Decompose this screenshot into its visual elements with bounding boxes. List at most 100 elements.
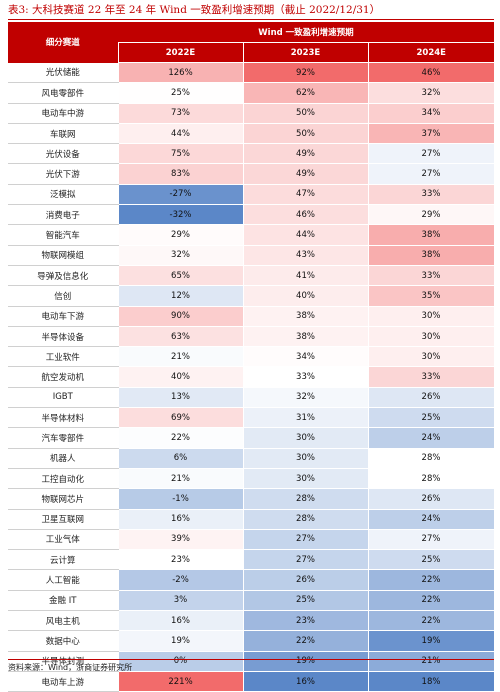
growth-value-2024E: 29% <box>367 204 495 226</box>
growth-value-2024E: 30% <box>367 325 495 348</box>
growth-value-2023E: 32% <box>242 386 369 409</box>
growth-value-2024E: 22% <box>367 610 495 632</box>
growth-value-2022E: 13% <box>117 386 244 409</box>
growth-value-2022E: 3% <box>117 589 244 612</box>
growth-value-2024E: 22% <box>367 589 495 612</box>
growth-value-2022E: 6% <box>117 447 244 469</box>
growth-value-2022E: 16% <box>117 610 244 632</box>
growth-value-2023E: 47% <box>242 183 369 206</box>
growth-value-2024E: 30% <box>367 305 495 327</box>
growth-value-2023E: 27% <box>242 549 369 571</box>
row-category: 工控自动化 <box>8 468 118 490</box>
row-category: 物联网模组 <box>8 245 118 266</box>
row-category: 数据中心 <box>8 630 118 652</box>
row-category: 半导体设备 <box>8 326 118 348</box>
growth-value-2022E: 25% <box>117 82 244 104</box>
year-header-2022: 2022E <box>117 42 243 63</box>
row-category: 光伏设备 <box>8 143 118 165</box>
row-category: 工业气体 <box>8 529 118 551</box>
growth-value-2023E: 46% <box>242 204 369 226</box>
growth-value-2023E: 22% <box>242 630 369 652</box>
growth-value-2024E: 28% <box>367 467 495 490</box>
growth-value-2023E: 50% <box>242 102 369 124</box>
table-row: 数据中心 19% 22% 19% <box>8 630 495 652</box>
table-row: 智能汽车 29% 44% 38% <box>8 224 495 246</box>
table-row: 物联网模组 32% 43% 38% <box>8 244 495 266</box>
group-header: Wind 一致盈利增速预期 <box>118 22 494 43</box>
growth-value-2023E: 30% <box>242 427 369 449</box>
row-category: 航空发动机 <box>8 366 118 388</box>
row-category: 电动车上游 <box>8 671 118 692</box>
growth-value-2022E: -2% <box>117 569 244 591</box>
row-category: 半导体材料 <box>8 407 118 429</box>
growth-value-2024E: 25% <box>367 407 495 429</box>
growth-value-2023E: 38% <box>242 325 369 348</box>
growth-value-2024E: 46% <box>367 61 495 84</box>
growth-value-2024E: 28% <box>367 447 495 469</box>
growth-value-2024E: 30% <box>367 346 495 368</box>
growth-value-2023E: 43% <box>242 244 369 266</box>
table-row: 光伏储能 126% 92% 46% <box>8 61 495 84</box>
table-row: 半导体设备 63% 38% 30% <box>8 325 495 348</box>
growth-value-2023E: 19% <box>242 650 369 672</box>
table-row: 航空发动机 40% 33% 33% <box>8 366 495 388</box>
growth-value-2024E: 18% <box>367 670 495 692</box>
growth-value-2023E: 62% <box>242 82 369 104</box>
growth-value-2022E: 16% <box>117 508 244 530</box>
table-row: 工业气体 39% 27% 27% <box>8 528 495 551</box>
growth-value-2023E: 49% <box>242 163 369 185</box>
growth-value-2022E: 39% <box>117 528 244 551</box>
growth-value-2022E: 0% <box>117 650 244 672</box>
growth-value-2023E: 34% <box>242 346 369 368</box>
growth-value-2024E: 27% <box>367 143 495 165</box>
category-header: 细分赛道 <box>8 22 118 63</box>
row-category: IGBT <box>8 387 118 409</box>
growth-value-2023E: 92% <box>242 61 369 84</box>
table-row: 半导体封测 0% 19% 21% <box>8 650 495 672</box>
growth-value-2024E: 24% <box>367 508 495 530</box>
growth-value-2022E: 75% <box>117 143 244 165</box>
growth-value-2023E: 49% <box>242 143 369 165</box>
row-category: 风电零部件 <box>8 82 118 104</box>
growth-value-2022E: 73% <box>117 102 244 124</box>
growth-value-2022E: 221% <box>117 670 244 692</box>
growth-value-2023E: 40% <box>242 285 369 307</box>
row-category: 智能汽车 <box>8 224 118 246</box>
table-row: 光伏设备 75% 49% 27% <box>8 143 495 165</box>
growth-value-2022E: 44% <box>117 122 244 145</box>
growth-value-2024E: 38% <box>367 244 495 266</box>
growth-value-2023E: 33% <box>242 366 369 388</box>
row-category: 物联网芯片 <box>8 488 118 510</box>
row-category: 人工智能 <box>8 569 118 591</box>
growth-value-2022E: 29% <box>117 224 244 246</box>
table-row: 汽车零部件 22% 30% 24% <box>8 427 495 449</box>
bottom-rule <box>8 659 494 660</box>
row-category: 机器人 <box>8 448 118 469</box>
growth-value-2022E: -32% <box>117 204 244 226</box>
growth-value-2024E: 27% <box>367 163 495 185</box>
row-category: 车联网 <box>8 123 118 145</box>
table-row: 人工智能 -2% 26% 22% <box>8 569 495 591</box>
growth-value-2023E: 26% <box>242 569 369 591</box>
growth-value-2024E: 33% <box>367 264 495 287</box>
growth-value-2023E: 16% <box>242 670 369 692</box>
row-category: 光伏储能 <box>8 62 118 84</box>
growth-value-2023E: 41% <box>242 264 369 287</box>
growth-value-2024E: 37% <box>367 122 495 145</box>
row-category: 金融 IT <box>8 590 118 612</box>
title-rule <box>8 19 494 20</box>
growth-value-2022E: 19% <box>117 630 244 652</box>
growth-value-2023E: 50% <box>242 122 369 145</box>
growth-value-2023E: 38% <box>242 305 369 327</box>
row-category: 电动车中游 <box>8 103 118 124</box>
growth-value-2023E: 25% <box>242 589 369 612</box>
growth-value-2023E: 23% <box>242 610 369 632</box>
growth-value-2024E: 25% <box>367 549 495 571</box>
table-row: 车联网 44% 50% 37% <box>8 122 495 145</box>
table-row: 光伏下游 83% 49% 27% <box>8 163 495 185</box>
growth-value-2022E: 22% <box>117 427 244 449</box>
table-row: 信创 12% 40% 35% <box>8 285 495 307</box>
growth-value-2023E: 28% <box>242 508 369 530</box>
row-category: 导弹及信息化 <box>8 265 118 287</box>
growth-value-2024E: 24% <box>367 427 495 449</box>
